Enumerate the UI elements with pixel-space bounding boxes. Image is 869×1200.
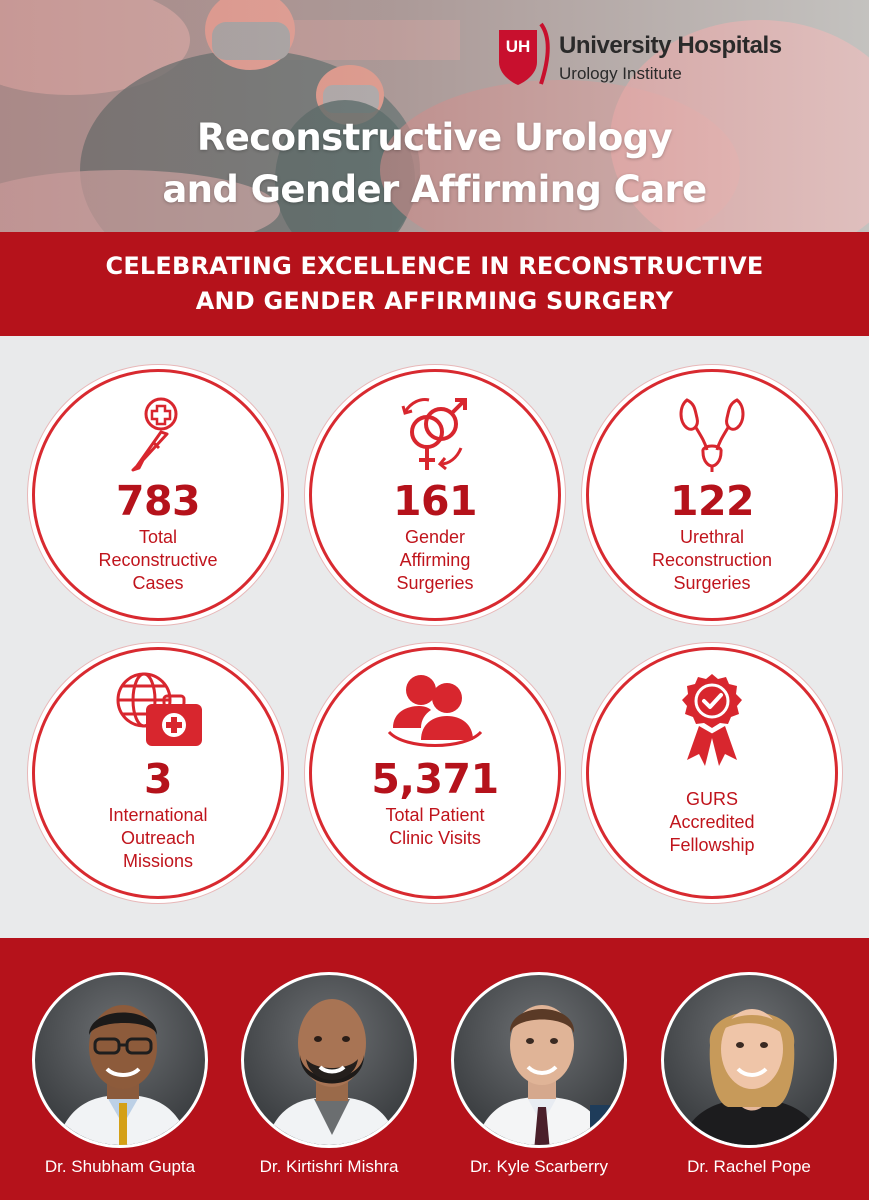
page-title: Reconstructive Urology and Gender Affirm… (0, 112, 869, 216)
surgery-background-photo (0, 0, 869, 232)
doctor-card[interactable]: Dr. Rachel Pope (649, 938, 849, 1200)
banner-line2: AND GENDER AFFIRMING SURGERY (195, 287, 674, 315)
page-title-line1: Reconstructive Urology (196, 116, 673, 159)
stat-label: Urethral Reconstruction Surgeries (651, 527, 773, 593)
doctor-photo (32, 972, 208, 1148)
stat-label: Gender Affirming Surgeries (396, 527, 474, 593)
doctor-card[interactable]: Dr. Kyle Scarberry (439, 938, 639, 1200)
uh-logo[interactable]: UH University Hospitals Urology Institut… (497, 22, 827, 88)
logo-mark-text: UH (506, 37, 531, 56)
logo-title: University Hospitals (559, 32, 782, 59)
urinary-tract-icon (679, 398, 745, 472)
stat-accredited-fellowship: GURS Accredited Fellowship (586, 647, 838, 899)
scalpel-medical-cross-icon (131, 397, 178, 472)
uh-shield-icon: UH (499, 22, 550, 85)
banner-line1: CELEBRATING EXCELLENCE IN RECONSTRUCTIVE (105, 252, 764, 280)
stat-outreach-missions: 3 International Outreach Missions (32, 647, 284, 899)
stat-value: 783 (115, 477, 201, 525)
hero-header: UH University Hospitals Urology Institut… (0, 0, 869, 232)
doctor-name: Dr. Kirtishri Mishra (259, 1157, 399, 1176)
red-overlay (0, 0, 869, 232)
doctor-name: Dr. Rachel Pope (687, 1157, 811, 1176)
stat-gender-affirming-surgeries: 161 Gender Affirming Surgeries (309, 369, 561, 621)
award-ribbon-icon (682, 674, 742, 766)
stat-urethral-reconstruction: 122 Urethral Reconstruction Surgeries (586, 369, 838, 621)
doctor-photo (451, 972, 627, 1148)
team-section: Dr. Shubham Gupta Dr. Kirtishri Mishra (0, 938, 869, 1200)
stat-label: GURS Accredited Fellowship (669, 789, 755, 855)
banner-text: CELEBRATING EXCELLENCE IN RECONSTRUCTIVE… (55, 249, 815, 319)
doctor-photo (241, 972, 417, 1148)
globe-medical-kit-icon (116, 672, 202, 746)
stat-label: Total Reconstructive Cases (98, 527, 218, 593)
gender-symbols-icon (401, 398, 467, 471)
doctor-card[interactable]: Dr. Kirtishri Mishra (229, 938, 429, 1200)
doctor-photo (661, 972, 837, 1148)
doctor-name: Dr. Kyle Scarberry (470, 1157, 608, 1176)
celebration-banner: CELEBRATING EXCELLENCE IN RECONSTRUCTIVE… (0, 232, 869, 336)
doctor-card[interactable]: Dr. Shubham Gupta (20, 938, 220, 1200)
stat-label: International Outreach Missions (108, 805, 208, 871)
stat-patient-clinic-visits: 5,371 Total Patient Clinic Visits (309, 647, 561, 899)
stat-reconstructive-cases: 783 Total Reconstructive Cases (32, 369, 284, 621)
stat-value: 5,371 (371, 755, 499, 803)
stat-value: 3 (143, 755, 173, 803)
doctor-name: Dr. Shubham Gupta (44, 1157, 196, 1176)
stats-section: 783 Total Reconstructive Cases 161 Gende… (0, 336, 869, 938)
logo-subtitle: Urology Institute (559, 64, 682, 83)
page-title-line2: and Gender Affirming Care (162, 168, 707, 211)
stat-value: 161 (392, 477, 478, 525)
patients-group-icon (387, 675, 483, 747)
stat-label: Total Patient Clinic Visits (385, 805, 485, 848)
stat-value: 122 (669, 477, 755, 525)
